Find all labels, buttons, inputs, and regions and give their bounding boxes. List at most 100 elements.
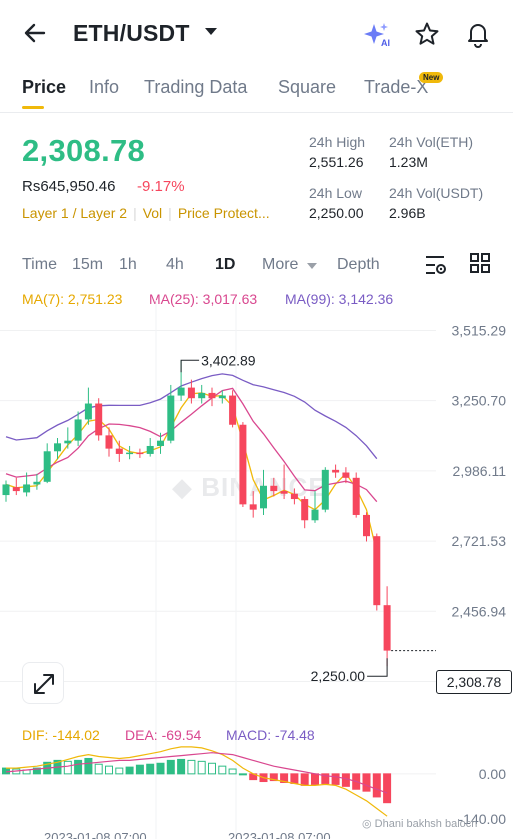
ma25-line (5, 387, 378, 503)
credit-name: Dhani bakhsh baloch (374, 818, 478, 830)
candle-body (208, 392, 216, 399)
tag-vol[interactable]: Vol (142, 205, 163, 221)
tab-price[interactable]: Price (22, 77, 67, 97)
macd-bar (238, 773, 247, 776)
fiat-price: Rs645,950.46 (22, 178, 116, 195)
candle-body (342, 472, 350, 478)
tag-layer[interactable]: Layer 1 / Layer 2 (22, 205, 128, 221)
macd-bar (218, 765, 227, 775)
indicator-settings-icon[interactable] (424, 254, 448, 276)
ai-sparkle-icon[interactable]: AI (364, 22, 392, 48)
macd-bar (94, 763, 103, 775)
more-caret-icon[interactable] (307, 263, 317, 269)
tab-trade-x[interactable]: Trade-X (364, 77, 429, 97)
stat-24h-vol-usdt: 24h Vol(USDT) 2.96B (389, 185, 483, 221)
interval-time[interactable]: Time (22, 256, 57, 273)
ma99-label: MA(99): 3,142.36 (285, 291, 394, 307)
stat-value: 2.96B (389, 205, 426, 221)
x-axis-label: 2023-01-08 07:00 (228, 830, 331, 839)
expand-icon (34, 674, 54, 694)
candle-body (270, 485, 278, 492)
back-arrow-icon[interactable] (22, 20, 48, 46)
macd-bar (2, 767, 10, 775)
candle-body (105, 435, 113, 449)
candle-body (115, 448, 123, 454)
candle-body (23, 484, 31, 493)
macd-bar (300, 773, 309, 786)
last-price-tag: 2,308.78 (436, 670, 512, 694)
macd-tick-label: -140.00 (459, 811, 507, 827)
depth-tab[interactable]: Depth (337, 256, 380, 273)
interval-1h[interactable]: 1h (119, 256, 137, 273)
interval-15m[interactable]: 15m (72, 256, 104, 273)
price-change: -9.17% (137, 178, 185, 195)
pair-title[interactable]: ETH/USDT (73, 20, 190, 46)
interval-more[interactable]: More (262, 256, 299, 273)
macd-bar (321, 773, 330, 784)
tag-price-protect[interactable]: Price Protect... (177, 205, 270, 221)
candle-body (2, 484, 10, 496)
candle-body (363, 514, 370, 537)
candle-body (157, 440, 164, 446)
ai-label: AI (381, 38, 390, 48)
candle-body (95, 403, 103, 436)
candle-body (301, 499, 309, 521)
macd-bar (269, 773, 278, 782)
tag-row: Layer 1 / Layer 2 | Vol | Price Protect... (22, 205, 270, 221)
fullscreen-button[interactable] (22, 662, 64, 704)
stat-24h-high: 24h High 2,551.26 (309, 134, 365, 170)
layout-grid-icon[interactable] (469, 252, 491, 274)
stat-value: 2,250.00 (309, 205, 364, 221)
stat-label: 24h Vol(ETH) (389, 134, 474, 150)
candle-body (74, 419, 82, 441)
macd-bar (311, 773, 319, 785)
candle-body (167, 395, 175, 441)
macd-bar (84, 757, 93, 775)
low-marker-line (367, 658, 388, 677)
candle-body (280, 491, 288, 494)
favorite-star-icon[interactable] (414, 21, 440, 47)
candle-body (198, 392, 206, 399)
macd-bar (280, 773, 289, 783)
candle-body (332, 469, 340, 473)
macd-bar (208, 762, 216, 775)
macd-bar (341, 773, 350, 787)
candle-body (249, 504, 257, 510)
high-marker-line (180, 359, 200, 373)
stat-24h-vol-eth: 24h Vol(ETH) 1.23M (389, 134, 473, 170)
new-badge: New (419, 72, 444, 83)
macd-bar (187, 759, 196, 775)
interval-bar: Time 15m 1h 4h 1D More Depth (0, 250, 513, 280)
interval-4h[interactable]: 4h (166, 256, 184, 273)
ma25-label: MA(25): 3,017.63 (149, 291, 258, 307)
tab-square[interactable]: Square (278, 77, 337, 97)
interval-1d[interactable]: 1D (215, 256, 236, 273)
candle-body (311, 509, 319, 521)
pair-dropdown-icon[interactable] (205, 28, 217, 35)
macd-value-label: MACD: -74.48 (226, 727, 315, 743)
candle-body (126, 452, 134, 455)
tab-trading-data[interactable]: Trading Data (144, 77, 248, 97)
stat-value: 1.23M (389, 154, 428, 170)
candle-body (383, 605, 391, 651)
macd-tick-label: 0.00 (479, 766, 506, 782)
macd-dif-line (6, 746, 388, 817)
macd-bar (228, 768, 237, 775)
macd-bar (166, 759, 175, 775)
macd-bar (290, 773, 299, 784)
macd-bar (125, 766, 134, 775)
candle-body (43, 451, 51, 482)
candle-body (187, 387, 195, 399)
macd-bar (331, 773, 340, 785)
macd-bar (105, 765, 113, 775)
price-tick-label: 3,515.29 (452, 322, 507, 338)
tab-info[interactable]: Info (89, 77, 120, 97)
ma7-label: MA(7): 2,751.23 (22, 291, 123, 307)
top-bar: ETH/USDT AI (0, 0, 513, 64)
macd-bar (146, 763, 155, 775)
ma7-line (5, 392, 378, 553)
macd-bar (383, 773, 392, 804)
stat-24h-low: 24h Low 2,250.00 (309, 185, 364, 221)
price-chart[interactable]: 3,515.29 3,250.70 2,986.11 2,721.53 2,456.94… (0, 300, 513, 839)
bell-icon[interactable] (465, 20, 491, 48)
